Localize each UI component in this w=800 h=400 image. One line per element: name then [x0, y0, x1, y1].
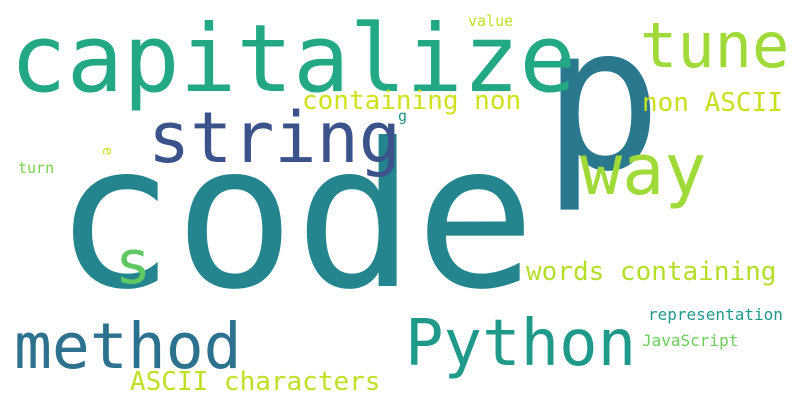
word-s: s	[115, 228, 152, 298]
word-way: way	[580, 129, 707, 211]
word-containing-non: containing non	[302, 86, 522, 116]
word-representation: representation	[648, 305, 783, 324]
word-capitalize: capitalize	[10, 5, 576, 114]
word-string: string	[148, 97, 401, 179]
word-python: Python	[405, 307, 637, 381]
word-method: method	[14, 310, 242, 383]
word-value: value	[468, 12, 514, 30]
word-words-containing: words containing	[526, 257, 777, 287]
word-code: code	[54, 101, 536, 334]
word-non-ascii: non ASCII	[642, 88, 783, 118]
word-p: p	[542, 0, 663, 216]
word-e: e	[99, 147, 115, 156]
word-tune: tune	[640, 9, 790, 82]
word-javascript: JavaScript	[642, 331, 739, 350]
word-turn: turn	[18, 159, 55, 177]
word-g: g	[398, 107, 408, 125]
word-ascii-characters: ASCII characters	[130, 367, 381, 397]
